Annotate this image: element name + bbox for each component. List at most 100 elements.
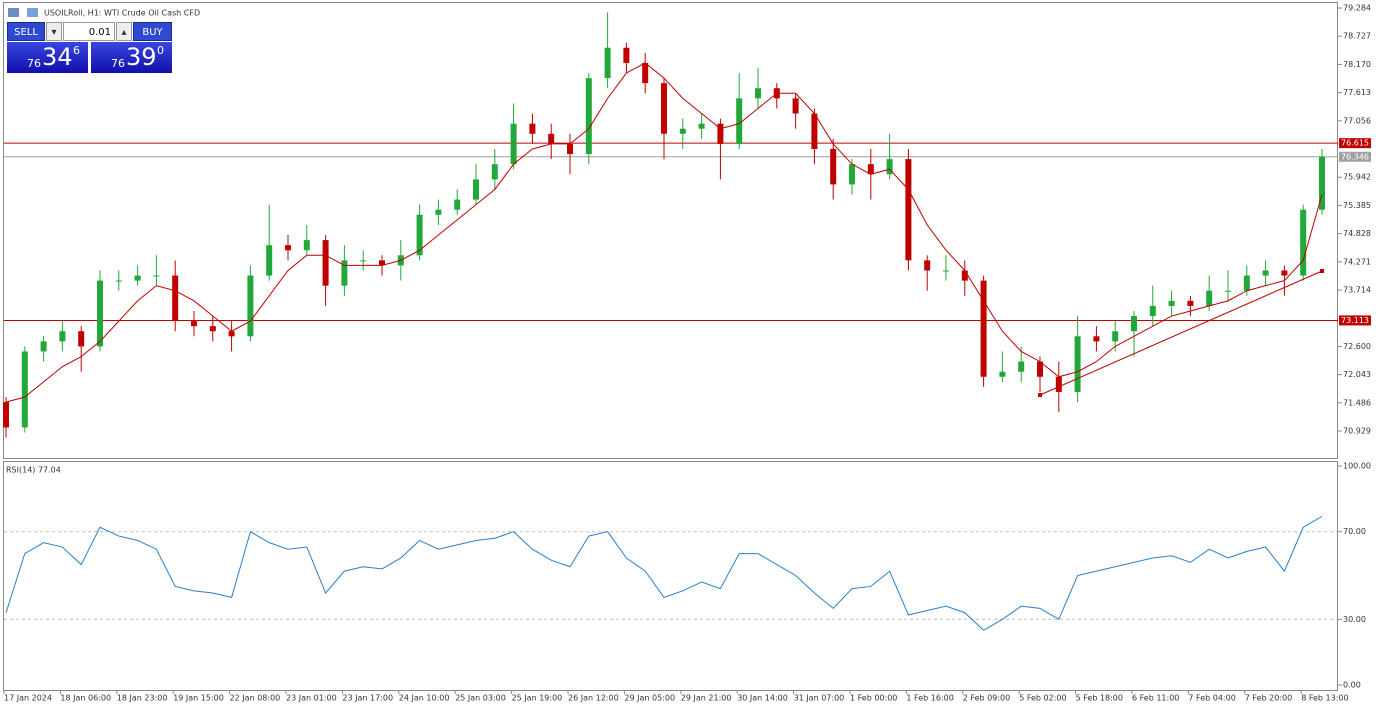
- y-tick-label: 71.486: [1343, 398, 1371, 407]
- x-tick-label: 5 Feb 02:00: [1019, 694, 1066, 703]
- candle-body: [886, 159, 893, 175]
- candle-body: [792, 98, 799, 114]
- price-main: 34: [42, 43, 73, 71]
- candle-body: [679, 128, 686, 134]
- candle-body: [40, 341, 47, 352]
- x-tick-label: 2 Feb 09:00: [963, 694, 1010, 703]
- candle-body: [867, 164, 874, 175]
- candle-body: [1243, 275, 1250, 291]
- candle-body: [642, 62, 649, 84]
- candle-body: [97, 280, 103, 347]
- y-tick-label: 75.385: [1343, 201, 1371, 210]
- trend-anchor: [1038, 393, 1042, 398]
- candle-body: [623, 47, 630, 63]
- y-tick-label: 77.613: [1343, 88, 1371, 97]
- candle-body: [341, 260, 348, 286]
- trend-line: [1039, 270, 1323, 396]
- candle-body: [943, 270, 949, 272]
- candle-body: [1206, 290, 1213, 306]
- candle-body: [1225, 290, 1231, 292]
- price-label-box: [1339, 315, 1371, 326]
- y-tick-label: 30.00: [1343, 615, 1366, 624]
- moving-average: [5, 62, 1323, 403]
- candle-body: [416, 214, 423, 256]
- candle-body: [1168, 300, 1175, 306]
- x-tick-label: 18 Jan 23:00: [117, 694, 168, 703]
- candle-body: [736, 98, 743, 144]
- icon: [8, 8, 19, 17]
- candle-body: [661, 83, 667, 134]
- x-tick-label: 7 Feb 20:00: [1245, 694, 1292, 703]
- candle-body: [980, 280, 987, 377]
- candle-body: [191, 321, 197, 327]
- price-frame: [3, 2, 1338, 459]
- candle-body: [849, 164, 855, 185]
- candle-body: [247, 275, 254, 337]
- x-tick-label: 31 Jan 07:00: [794, 694, 845, 703]
- x-tick-label: 29 Jan 05:00: [624, 694, 675, 703]
- price-main: 39: [126, 43, 157, 71]
- buy-button[interactable]: BUY: [133, 22, 172, 41]
- price-big: 76: [27, 57, 41, 70]
- candle-body: [961, 270, 968, 281]
- trade-panel: SELL ▾ 0.01 ▴ BUY 76 34 6 76 39 0: [7, 22, 172, 73]
- y-tick-label: 73.714: [1343, 286, 1371, 295]
- lot-down[interactable]: ▾: [46, 22, 62, 41]
- candle-body: [491, 164, 498, 180]
- x-tick-label: 1 Feb 16:00: [906, 694, 953, 703]
- chart-title: USOILRoll, H1: WTI Crude Oil Cash CFD: [44, 9, 200, 18]
- y-tick-label: 70.929: [1343, 427, 1371, 436]
- candle-body: [924, 260, 931, 271]
- candle-body: [360, 260, 367, 262]
- y-tick-label: 79.284: [1343, 4, 1371, 13]
- y-tick-label: 74.271: [1343, 257, 1371, 266]
- x-tick-label: 29 Jan 21:00: [681, 694, 732, 703]
- candle-body: [21, 351, 28, 428]
- y-tick-label: 70.00: [1343, 527, 1366, 536]
- x-tick-label: 18 Jan 06:00: [60, 694, 111, 703]
- candle-body: [435, 209, 442, 215]
- candle-body: [1093, 336, 1100, 342]
- y-tick-label: 72.600: [1343, 342, 1371, 351]
- buy-price[interactable]: 76 39 0: [91, 42, 172, 73]
- price-label-box: [1339, 151, 1371, 162]
- lot-up[interactable]: ▴: [116, 22, 132, 41]
- x-tick-label: 30 Jan 14:00: [737, 694, 788, 703]
- y-tick-label: 72.043: [1343, 370, 1371, 379]
- candle-body: [1300, 209, 1307, 276]
- candle-body: [999, 371, 1006, 377]
- icon: [27, 8, 38, 17]
- candle-body: [1187, 300, 1194, 306]
- x-tick-label: 23 Jan 01:00: [286, 694, 337, 703]
- x-tick-label: 24 Jan 10:00: [399, 694, 450, 703]
- sell-price[interactable]: 76 34 6: [7, 42, 88, 73]
- x-tick-label: 5 Feb 18:00: [1076, 694, 1123, 703]
- x-tick-label: 17 Jan 2024: [4, 694, 52, 703]
- candle-body: [303, 240, 310, 251]
- x-tick-label: 1 Feb 00:00: [850, 694, 897, 703]
- price-label: 73.113: [1341, 316, 1369, 325]
- candle-body: [454, 199, 461, 210]
- x-tick-label: 22 Jan 08:00: [230, 694, 281, 703]
- candle-body: [905, 159, 912, 261]
- y-tick-label: 77.056: [1343, 116, 1371, 125]
- candle-body: [755, 88, 761, 99]
- candle-body: [1149, 305, 1156, 317]
- y-tick-label: 78.727: [1343, 32, 1371, 41]
- candle-body: [830, 148, 837, 185]
- candle-body: [1262, 270, 1269, 276]
- candle-body: [510, 123, 517, 165]
- candle-body: [1037, 361, 1043, 377]
- rsi-line: [5, 515, 1323, 631]
- candle-body: [548, 133, 555, 144]
- rsi-frame: [3, 461, 1338, 691]
- candle-body: [134, 275, 141, 281]
- candle-body: [285, 245, 291, 251]
- y-tick-label: 0.00: [1343, 681, 1361, 690]
- trend-anchor: [1320, 268, 1324, 273]
- y-tick-label: 74.828: [1343, 229, 1371, 238]
- sell-button[interactable]: SELL: [7, 22, 45, 41]
- x-tick-label: 6 Feb 11:00: [1132, 694, 1179, 703]
- lot-input[interactable]: 0.01: [63, 22, 115, 41]
